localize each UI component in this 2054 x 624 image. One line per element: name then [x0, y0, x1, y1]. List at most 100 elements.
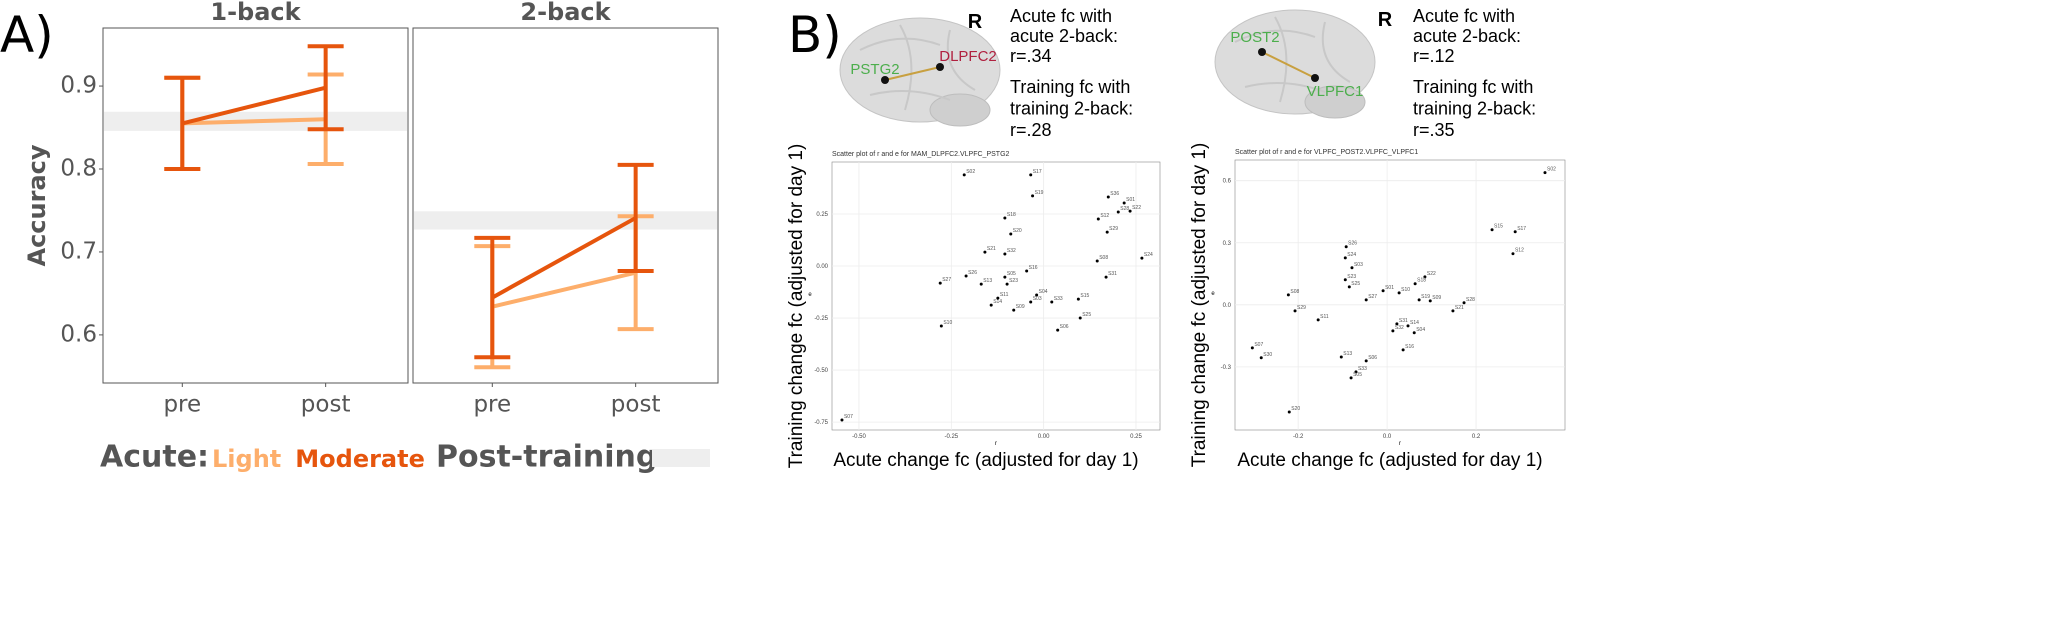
x-tick-label: post — [301, 392, 351, 418]
annotation: r=.28 — [1010, 120, 1052, 140]
point — [840, 418, 844, 422]
point-label: S10 — [1401, 287, 1410, 293]
brain-node — [936, 63, 944, 71]
point — [1287, 410, 1291, 414]
point — [1349, 376, 1353, 380]
legend-title: Acute: — [100, 440, 209, 475]
facet-title: 1-back — [210, 0, 301, 26]
point-label: S24 — [1347, 252, 1356, 258]
point-label: S12 — [1515, 248, 1524, 254]
point-label: S17 — [1033, 169, 1042, 175]
y-tick-label: 0.8 — [60, 156, 97, 182]
y-axis-title: Accuracy — [23, 144, 51, 266]
point-label: S28 — [1466, 297, 1475, 303]
point — [1462, 301, 1466, 305]
point — [1350, 266, 1354, 270]
series-line — [491, 216, 637, 300]
point-label: S07 — [1254, 342, 1263, 348]
point — [1076, 297, 1080, 301]
panel-border — [412, 27, 719, 384]
point — [1104, 275, 1108, 279]
point — [1347, 285, 1351, 289]
annotation: Acute fc with — [1413, 6, 1515, 26]
point — [962, 173, 966, 177]
point — [1344, 245, 1348, 249]
x-axis-title: Acute change fc (adjusted for day 1) — [1237, 450, 1542, 471]
point — [1391, 329, 1395, 333]
point — [989, 303, 993, 307]
annotation: r=.34 — [1010, 46, 1052, 66]
y-axis-label: e — [1211, 291, 1215, 297]
point-label: S05 — [1353, 372, 1362, 378]
point-label: S12 — [1100, 213, 1109, 219]
point — [1116, 210, 1120, 214]
point-label: S27 — [1368, 294, 1377, 300]
point-label: S24 — [1144, 252, 1153, 258]
point — [1401, 348, 1405, 352]
point-label: S25 — [1351, 281, 1360, 287]
point — [1078, 316, 1082, 320]
point-label: S16 — [1405, 344, 1414, 350]
panel-label: B) — [788, 6, 842, 64]
point — [1428, 299, 1432, 303]
point — [1012, 308, 1016, 312]
x-axis-label: r — [995, 441, 997, 447]
y-tick-label: -0.3 — [1221, 365, 1232, 371]
point-label: S17 — [1517, 226, 1526, 232]
y-tick-label: -0.25 — [814, 316, 828, 322]
point — [1050, 300, 1054, 304]
legend-band-label: Post-training: — [436, 440, 669, 475]
point — [938, 281, 942, 285]
point-label: S13 — [1343, 351, 1352, 357]
point — [996, 296, 1000, 300]
point-label: S22 — [1427, 271, 1436, 277]
x-axis-label: r — [1399, 441, 1401, 447]
point-label: S04 — [1416, 327, 1425, 333]
point — [1354, 370, 1358, 374]
point-label: S06 — [1368, 355, 1377, 361]
point-label: S33 — [1054, 296, 1063, 302]
brain-2 — [1214, 9, 1376, 119]
point — [1417, 298, 1421, 302]
annotation: Training fc with — [1010, 77, 1130, 97]
y-tick-label: 0.3 — [1223, 241, 1232, 247]
point — [1056, 328, 1060, 332]
point-label: S03 — [1033, 296, 1042, 302]
point-label: S03 — [1354, 262, 1363, 268]
point — [1364, 359, 1368, 363]
point — [1490, 228, 1494, 232]
point-label: S15 — [1494, 224, 1503, 230]
point-label: S01 — [1126, 197, 1135, 203]
x-tick-label: post — [611, 392, 661, 418]
point — [964, 274, 968, 278]
connection — [1261, 51, 1316, 79]
point — [1122, 201, 1126, 205]
annotation: acute 2-back: — [1413, 26, 1521, 46]
point — [1343, 278, 1347, 282]
point — [1095, 259, 1099, 263]
point-label: S06 — [1060, 324, 1069, 330]
point — [1286, 293, 1290, 297]
point-label: S20 — [1291, 406, 1300, 412]
point — [1293, 309, 1297, 313]
brain-1 — [839, 17, 1001, 127]
series-line — [181, 85, 327, 126]
node-label: POST2 — [1230, 29, 1279, 46]
node-label: VLPFC1 — [1307, 83, 1364, 100]
point-label: S19 — [1035, 190, 1044, 196]
point — [1513, 230, 1517, 234]
x-tick-label: 0.00 — [1038, 434, 1050, 440]
facet-title: 2-back — [520, 0, 611, 26]
brain-node — [1258, 48, 1266, 56]
point — [1003, 252, 1007, 256]
point — [1423, 275, 1427, 279]
hemisphere: R — [968, 11, 983, 33]
point-label: S36 — [1110, 191, 1119, 197]
point-label: S19 — [1421, 294, 1430, 300]
point-label: S33 — [1358, 366, 1367, 372]
point — [1029, 300, 1033, 304]
x-tick-label: 0.2 — [1472, 434, 1481, 440]
x-tick-label: pre — [163, 392, 201, 418]
plot-border — [1234, 159, 1566, 431]
